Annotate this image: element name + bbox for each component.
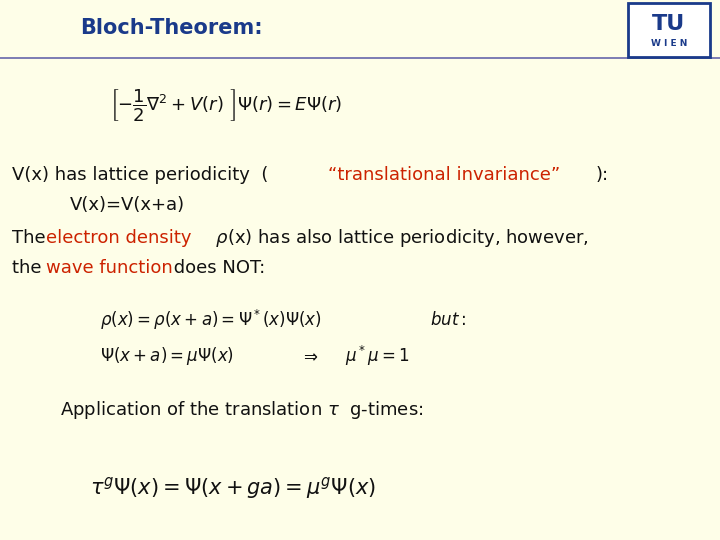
Text: electron density: electron density [46,229,192,247]
Text: $\mu^*\mu=1$: $\mu^*\mu=1$ [345,344,410,368]
Text: “translational invariance”: “translational invariance” [328,166,560,184]
Text: W I E N: W I E N [651,39,687,49]
Text: The: The [12,229,51,247]
Text: V(x) has lattice periodicity  (: V(x) has lattice periodicity ( [12,166,269,184]
Text: $\rho$(x) has also lattice periodicity, however,: $\rho$(x) has also lattice periodicity, … [210,227,589,249]
Text: wave function: wave function [46,259,173,277]
FancyBboxPatch shape [628,3,710,57]
Text: $\Rightarrow$: $\Rightarrow$ [300,347,318,365]
Text: Application of the translation $\tau$  g-times:: Application of the translation $\tau$ g-… [60,399,423,421]
Text: V(x)=V(x+a): V(x)=V(x+a) [70,196,185,214]
Text: ):: ): [596,166,609,184]
Text: $\Psi(x+a) = \mu\Psi(x)$: $\Psi(x+a) = \mu\Psi(x)$ [100,345,234,367]
Text: the: the [12,259,48,277]
Text: Bloch-Theorem:: Bloch-Theorem: [80,18,263,38]
Text: $\rho(x) = \rho(x+a) = \Psi^*(x)\Psi(x)$: $\rho(x) = \rho(x+a) = \Psi^*(x)\Psi(x)$ [100,308,322,332]
Text: does NOT:: does NOT: [168,259,265,277]
Text: $\left[-\dfrac{1}{2}\nabla^2+V(r)\ \right]\Psi(r)=E\Psi(r)$: $\left[-\dfrac{1}{2}\nabla^2+V(r)\ \righ… [110,87,342,123]
Text: TU: TU [652,14,685,34]
Text: $\mathit{but:}$: $\mathit{but:}$ [430,311,467,329]
Text: $\tau^g\Psi(x) = \Psi(x+ga) = \mu^g\Psi(x)$: $\tau^g\Psi(x) = \Psi(x+ga) = \mu^g\Psi(… [90,475,376,501]
